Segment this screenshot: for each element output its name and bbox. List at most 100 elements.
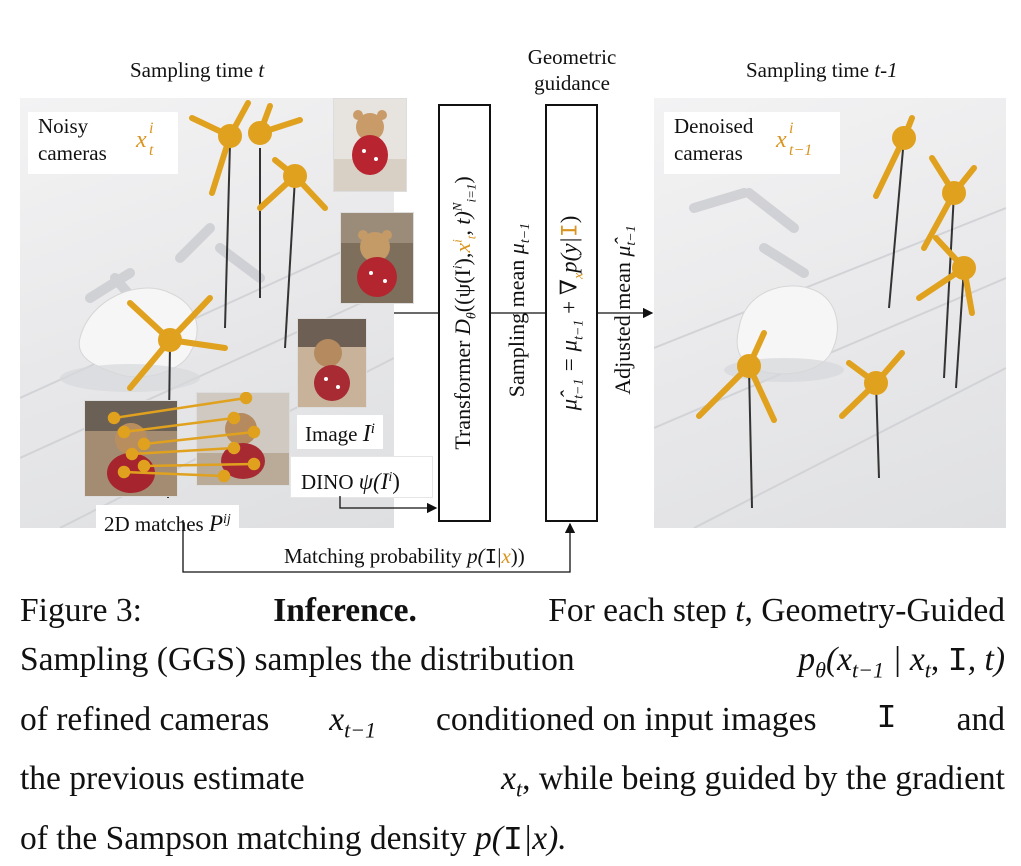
transformer-math-t: , t) [449, 211, 475, 236]
caption-l2-x: (x [825, 641, 852, 678]
noisy-symbol-sup: i [149, 120, 154, 137]
input-image-thumb-2 [340, 212, 414, 304]
right-title-var: t-1 [874, 58, 898, 82]
guidance-title-line2: guidance [534, 71, 610, 95]
caption-bold-title: Inference. [273, 592, 417, 629]
transformer-math-x: x [449, 242, 475, 253]
denoised-scene-svg [654, 115, 1006, 528]
image-symbol: I [362, 421, 371, 447]
caption-line-3: of refined cameras xt−1 conditioned on i… [20, 695, 1005, 755]
caption-line-2: Sampling (GGS) samples the distribution … [20, 635, 1005, 695]
caption-l5-i: I [502, 822, 523, 861]
noisy-camera-markers [127, 100, 328, 391]
guidance-title: Geometric guidance [520, 44, 624, 96]
adjusted-mean-sub: t−1 [624, 225, 640, 246]
sampling-mean-text: Sampling mean μt−1 [504, 223, 534, 397]
guidance-nabla: + ∇ [556, 279, 582, 320]
guidance-title-line1: Geometric [527, 45, 617, 69]
guidance-end: ) [556, 215, 582, 224]
caption-l2-comma: , [930, 641, 948, 678]
transformer-math-d: D [449, 319, 475, 335]
caption-l2-a: Sampling (GGS) samples the distribution [20, 641, 575, 678]
noisy-scene-svg [20, 100, 394, 528]
caption-l1-c: For each step [548, 592, 727, 629]
guidance-muhat-sub: t−1 [570, 378, 586, 399]
sampling-mean-mu: μ [503, 243, 529, 255]
caption-l2-theta: θ [815, 657, 826, 683]
guidance-nabla-sub: x [570, 272, 586, 280]
image-label: Image Ii [297, 415, 383, 449]
dino-label: DINO ψ(Ii) [290, 456, 433, 498]
input-image-thumb-1 [333, 98, 407, 192]
matches-symbol: P [208, 511, 224, 536]
caption-l4-rest: xt, while being guided by the gradient [501, 754, 1005, 814]
transformer-math-range: i=1 [462, 183, 478, 203]
noisy-label-line1: Noisy [38, 114, 89, 138]
guidance-muhat: μ̂ [556, 398, 582, 411]
matching-symbol-i: I [484, 547, 498, 570]
left-panel-title: Sampling time t [130, 58, 264, 83]
caption-l5-p: p( [474, 820, 503, 858]
matching-probability-label: Matching probability p(I|x)) [280, 544, 529, 570]
caption-l2-given: | x [883, 641, 925, 678]
guidance-box: μ̂t−1 = μt−1 + ∇xp(y|I) [545, 104, 598, 522]
caption-l5-end: |x). [523, 820, 567, 858]
caption-line-5: of the Sampson matching density p(I|x). [20, 814, 1005, 866]
transformer-text: Transformer Dθ((ψ(Ii),xit, t)Ni=1) [449, 176, 480, 449]
left-title-text: Sampling time [130, 58, 259, 82]
transformer-math-psi: ((ψ(I [449, 269, 475, 313]
sampling-mean-label: Sampling mean [503, 259, 529, 398]
caption-l2-i: I [947, 643, 968, 681]
adjusted-mean-muhat: μ̂ [609, 245, 635, 257]
caption-l2-p: p [798, 641, 816, 678]
dino-symbol-sup: i [388, 470, 393, 485]
figure-caption: Figure 3: Inference. For each step t, Ge… [20, 586, 1005, 866]
caption-l3-math: xt−1 [329, 695, 376, 755]
transformer-math-i: i [449, 265, 465, 270]
match-lines [107, 392, 261, 483]
transformer-math-end: ) [449, 176, 475, 184]
teddy-image-3 [298, 319, 366, 401]
matches-label-text: 2D matches [104, 512, 204, 536]
caption-l3-d: conditioned on input images [436, 700, 817, 738]
transformer-math-xi: i [449, 239, 465, 243]
noisy-symbol-x: x [136, 127, 147, 153]
caption-l2-tsub: t [924, 657, 931, 683]
adjusted-mean-text: Adjusted mean μ̂t−1 [610, 225, 640, 394]
dino-label-text: DINO [301, 470, 354, 494]
denoised-symbol-x: x [776, 127, 787, 153]
denoised-label-line2: cameras [674, 141, 743, 165]
transformer-label: Transformer [449, 340, 475, 450]
right-title-text: Sampling time [746, 58, 875, 82]
matches-symbol-sup: ij [223, 512, 231, 527]
caption-l2-math: pθ(xt−1 | xt, I, t) [798, 635, 1005, 695]
caption-l3-and: and [956, 700, 1005, 738]
denoised-camera-markers [696, 115, 977, 423]
transformer-math-close: ), [449, 252, 475, 266]
image-label-text: Image [305, 422, 358, 446]
sculpture [60, 287, 200, 392]
caption-l4-a: the previous estimate [20, 760, 305, 798]
matching-symbol-bar: | [497, 544, 502, 568]
transformer-box: Transformer Dθ((ψ(Ii),xit, t)Ni=1) [438, 104, 491, 522]
denoised-cameras-label: Denoised cameras x i t−1 [664, 112, 840, 174]
input-image-thumb-3 [297, 318, 367, 408]
caption-figure-number: Figure 3: [20, 592, 142, 629]
guidance-p: p(y| [556, 237, 582, 273]
noisy-symbol-sub: t [149, 142, 154, 159]
caption-l3-i: I [876, 699, 897, 738]
teddy-image-2 [341, 213, 413, 297]
matching-symbol-p: p( [467, 544, 485, 568]
denoised-symbol-sub: t−1 [789, 142, 813, 159]
caption-l2-xsub: t−1 [852, 657, 884, 683]
denoised-symbol-sup: i [789, 120, 794, 137]
caption-l3-sub: t−1 [344, 717, 377, 743]
caption-l4-x: x [501, 760, 517, 798]
sampling-mean-area: Sampling mean μt−1 [502, 180, 536, 440]
guidance-i: I [557, 223, 584, 238]
denoised-shadows [689, 188, 809, 278]
caption-l4-sub: t [516, 777, 523, 803]
sampling-mean-sub: t−1 [518, 222, 534, 244]
